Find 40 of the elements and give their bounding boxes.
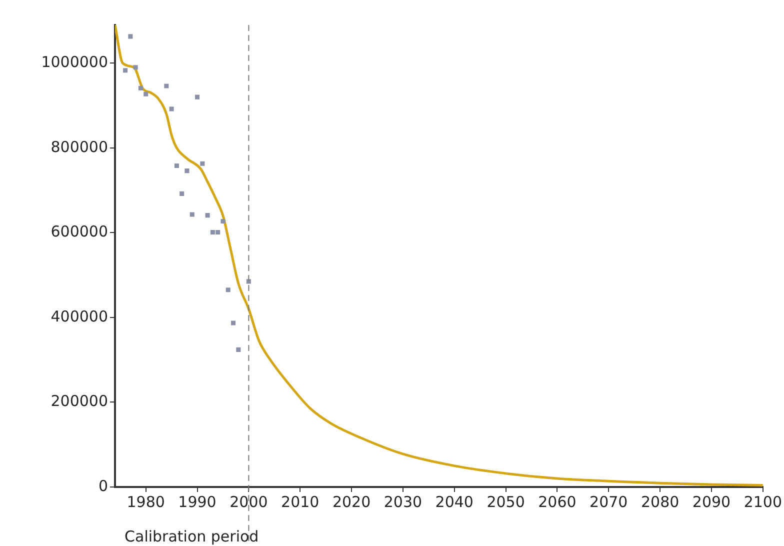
- point: [123, 68, 128, 73]
- y-tick-label: 600000: [50, 222, 108, 241]
- x-tick-label: 2030: [384, 492, 422, 511]
- x-tick-label: 2100: [744, 492, 782, 511]
- point: [226, 288, 230, 292]
- point: [190, 212, 194, 217]
- point: [169, 106, 174, 112]
- point: [210, 230, 215, 235]
- point: [133, 65, 138, 70]
- ref-line-label: Calibration period: [124, 527, 259, 546]
- x-tick-label: 2000: [230, 492, 268, 511]
- point: [205, 213, 210, 218]
- point: [128, 34, 133, 39]
- point: [231, 320, 236, 326]
- x-tick-label: 2050: [486, 492, 525, 511]
- y-tick-label: 1000000: [41, 53, 108, 72]
- x-tick-label: 1980: [126, 492, 165, 511]
- x-tick-label: 2070: [590, 492, 628, 511]
- y-tick-label: 0: [98, 476, 108, 495]
- x-tick-label: 2060: [538, 492, 576, 511]
- point: [180, 191, 184, 196]
- point: [164, 84, 169, 88]
- x-tick-label: 2010: [281, 492, 320, 511]
- point: [195, 94, 200, 100]
- x-tick-label: 2080: [640, 492, 680, 511]
- point: [138, 86, 143, 90]
- point: [236, 347, 241, 352]
- point: [184, 168, 190, 174]
- point: [144, 92, 148, 96]
- point: [216, 230, 220, 235]
- x-tick-label: 2090: [692, 492, 731, 511]
- x-tick-label: 2040: [435, 492, 474, 511]
- point: [174, 163, 179, 168]
- point: [200, 161, 205, 166]
- y-tick-label: 200000: [50, 392, 108, 410]
- y-tick-label: 400000: [50, 307, 108, 326]
- y-tick-label: 800000: [50, 138, 108, 156]
- point: [220, 218, 226, 224]
- x-tick-label: 1990: [178, 492, 216, 511]
- x-tick-label: 2020: [332, 492, 371, 511]
